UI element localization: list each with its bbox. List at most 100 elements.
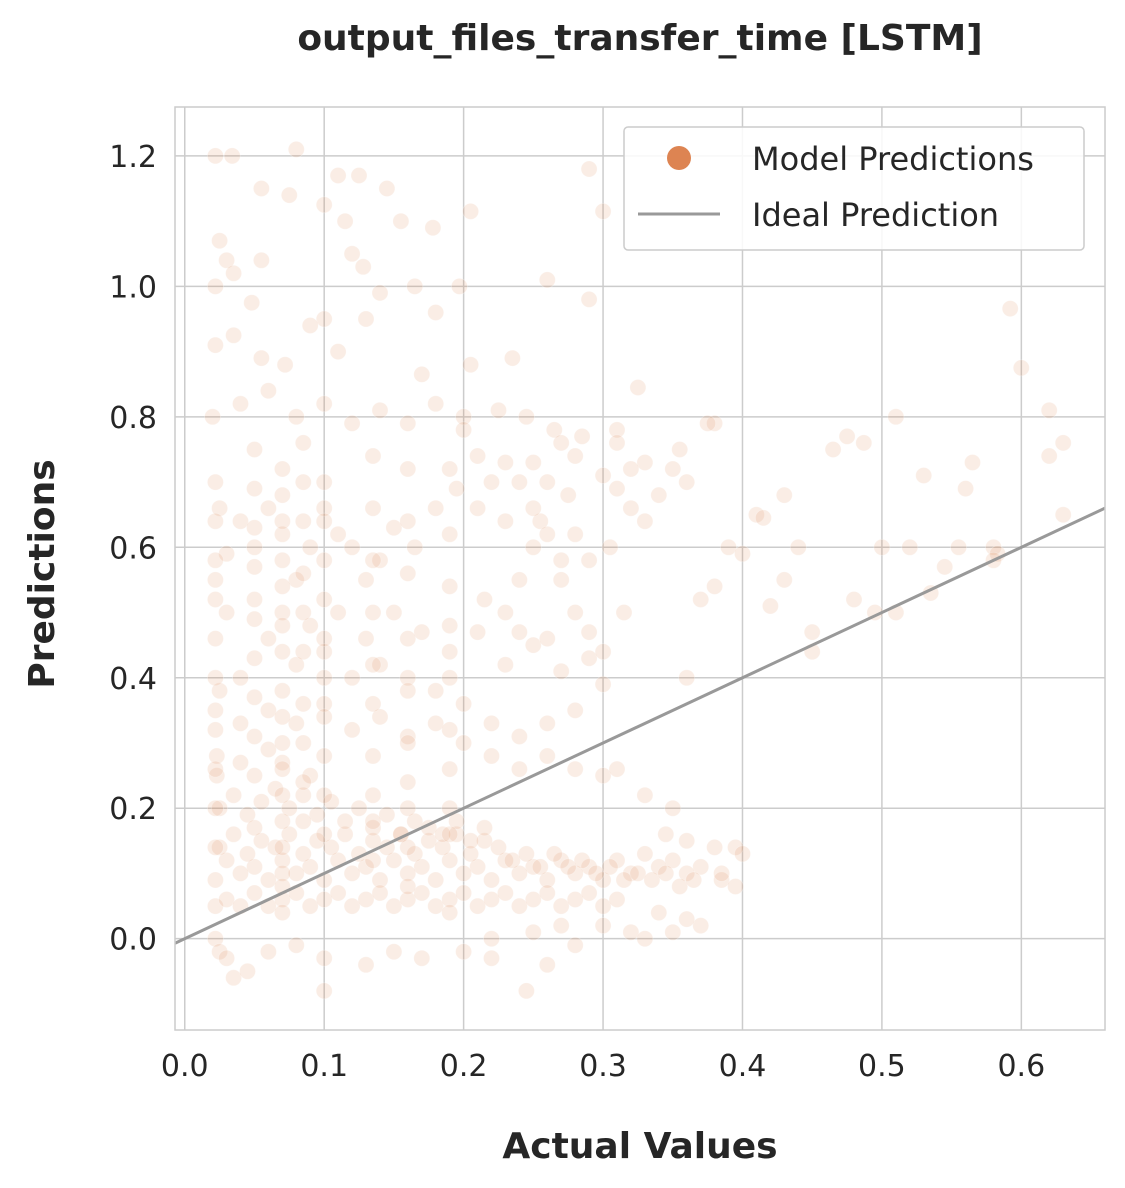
data-point xyxy=(566,891,584,908)
data-point xyxy=(727,839,744,856)
data-point xyxy=(206,871,224,889)
data-point xyxy=(243,294,261,312)
data-point xyxy=(538,715,556,732)
data-point xyxy=(545,845,563,863)
data-point xyxy=(280,186,298,204)
data-point xyxy=(206,839,224,856)
data-point xyxy=(287,408,305,426)
data-point xyxy=(692,858,710,876)
data-point xyxy=(678,669,696,687)
data-point xyxy=(294,473,312,491)
data-point xyxy=(206,669,224,687)
data-point xyxy=(364,499,382,517)
data-point xyxy=(259,702,277,719)
data-point xyxy=(594,467,612,484)
data-point xyxy=(622,865,640,882)
y-tick-label: 1.2 xyxy=(109,140,157,175)
y-tick-label: 0.2 xyxy=(109,792,157,827)
data-point xyxy=(364,832,382,850)
data-point xyxy=(294,434,312,452)
data-point xyxy=(259,741,277,758)
data-point xyxy=(315,512,333,530)
data-point xyxy=(483,949,500,967)
legend-marker-model-predictions xyxy=(667,146,691,170)
data-point xyxy=(252,349,270,367)
data-point xyxy=(608,480,626,498)
data-point xyxy=(301,617,319,634)
data-point xyxy=(399,682,417,700)
data-point xyxy=(211,232,229,250)
data-point xyxy=(601,858,619,876)
data-point xyxy=(734,545,751,563)
data-point xyxy=(259,871,277,889)
data-point xyxy=(239,962,256,980)
data-point xyxy=(259,499,277,517)
data-point xyxy=(455,421,473,439)
data-point xyxy=(552,551,570,569)
data-point xyxy=(671,878,689,895)
data-point xyxy=(650,858,668,876)
data-point xyxy=(273,486,291,504)
data-point xyxy=(206,721,224,739)
data-point xyxy=(608,891,626,908)
data-point xyxy=(483,891,500,908)
data-point xyxy=(413,949,431,967)
data-point xyxy=(225,786,243,804)
data-point xyxy=(448,480,466,498)
data-point xyxy=(273,786,291,804)
data-point xyxy=(357,858,375,876)
data-point xyxy=(329,604,347,621)
data-point xyxy=(531,512,549,530)
data-point xyxy=(273,643,291,661)
y-axis-ticks: 0.0 0.2 0.4 0.6 0.8 1.0 1.2 xyxy=(109,140,157,958)
data-point xyxy=(206,571,224,589)
data-point xyxy=(406,845,424,863)
data-point xyxy=(413,623,431,641)
data-point xyxy=(496,852,514,869)
data-point xyxy=(775,571,793,589)
data-point xyxy=(636,512,654,530)
data-point xyxy=(246,819,263,837)
data-point xyxy=(483,473,500,491)
data-point xyxy=(538,956,556,974)
data-point xyxy=(343,414,361,432)
data-point xyxy=(206,702,224,719)
data-point xyxy=(455,695,473,713)
data-point xyxy=(276,356,294,374)
data-point xyxy=(643,871,661,889)
data-point xyxy=(706,414,723,432)
data-point xyxy=(580,649,598,667)
data-point xyxy=(385,604,403,621)
data-point xyxy=(608,760,626,778)
data-point xyxy=(496,884,514,902)
legend-box xyxy=(623,126,1085,251)
data-point xyxy=(441,617,459,634)
data-point xyxy=(650,486,668,504)
data-point xyxy=(399,669,417,687)
data-point xyxy=(552,917,570,934)
data-point xyxy=(762,597,779,615)
data-point xyxy=(371,401,389,419)
data-point xyxy=(566,865,584,882)
data-point xyxy=(455,408,473,426)
data-point xyxy=(223,147,241,165)
y-tick-label: 0.8 xyxy=(109,401,157,436)
data-point xyxy=(294,773,312,791)
data-point xyxy=(427,304,445,321)
data-point xyxy=(490,839,507,856)
data-point xyxy=(399,728,417,745)
data-point xyxy=(364,447,382,465)
data-point xyxy=(573,852,591,869)
data-point xyxy=(273,512,291,530)
data-point xyxy=(538,473,556,491)
data-point xyxy=(385,943,403,961)
data-point xyxy=(294,812,312,830)
data-point xyxy=(399,773,417,791)
data-point xyxy=(218,251,236,269)
data-point xyxy=(364,812,382,830)
data-point xyxy=(246,884,263,902)
data-point xyxy=(371,871,389,889)
data-point xyxy=(504,349,521,367)
data-point xyxy=(343,538,361,556)
data-point xyxy=(371,656,389,674)
